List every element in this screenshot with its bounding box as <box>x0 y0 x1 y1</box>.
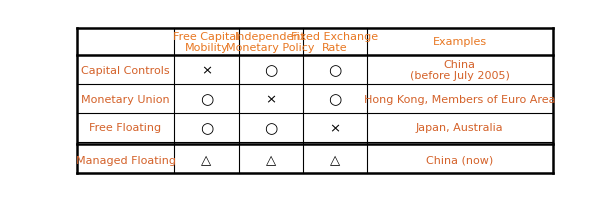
Text: Independent
Monetary Policy: Independent Monetary Policy <box>227 31 315 53</box>
Text: Examples: Examples <box>433 37 487 47</box>
Text: ×: × <box>201 64 212 77</box>
Text: Capital Controls: Capital Controls <box>81 65 170 75</box>
Text: Free Floating: Free Floating <box>90 123 161 133</box>
Text: Monetary Union: Monetary Union <box>81 94 170 104</box>
Text: Japan, Australia: Japan, Australia <box>416 123 503 133</box>
Text: ○: ○ <box>328 92 341 107</box>
Text: ○: ○ <box>264 63 278 78</box>
Text: Managed Floating: Managed Floating <box>76 155 176 165</box>
Text: ○: ○ <box>328 63 341 78</box>
Text: ×: × <box>329 121 340 134</box>
Text: ×: × <box>265 93 276 106</box>
Text: ○: ○ <box>200 92 213 107</box>
Text: △: △ <box>330 153 340 166</box>
Text: ○: ○ <box>264 120 278 135</box>
Text: Free Capital
Mobility: Free Capital Mobility <box>173 31 239 53</box>
Text: △: △ <box>201 153 212 166</box>
Text: △: △ <box>265 153 276 166</box>
Text: Hong Kong, Members of Euro Area: Hong Kong, Members of Euro Area <box>364 94 556 104</box>
Text: China (now): China (now) <box>426 155 494 165</box>
Text: China: China <box>444 59 476 69</box>
Text: ○: ○ <box>200 120 213 135</box>
Text: (before July 2005): (before July 2005) <box>410 71 510 81</box>
Text: Fixed Exchange
Rate: Fixed Exchange Rate <box>291 31 378 53</box>
